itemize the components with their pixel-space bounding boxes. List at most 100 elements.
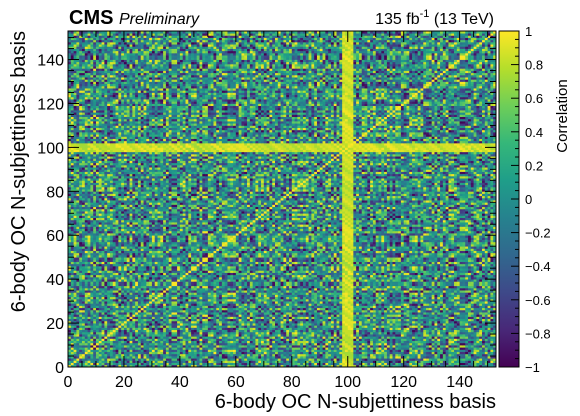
heatmap-cell [202,332,205,335]
heatmap-cell [102,306,105,309]
heatmap-cell [401,316,404,319]
heatmap-cell [213,363,216,366]
heatmap-cell [353,363,356,366]
heatmap-cell [102,358,105,361]
heatmap-cell [381,321,384,324]
heatmap-cell [82,295,85,298]
heatmap-cell [160,312,163,315]
heatmap-cell [222,306,225,309]
heatmap-cell [236,319,239,322]
heatmap-cell [149,295,152,298]
heatmap-cell [269,356,272,359]
heatmap-cell [460,297,463,300]
heatmap-cell [328,299,331,302]
heatmap-cell [155,343,158,346]
heatmap-cell [250,295,253,298]
heatmap-cell [320,349,323,352]
heatmap-cell [387,336,390,339]
heatmap-cell [244,356,247,359]
heatmap-cell [180,347,183,350]
heatmap-cell [253,325,256,328]
heatmap-cell [74,349,77,352]
heatmap-cell [216,360,219,363]
heatmap-cell [90,330,93,333]
heatmap-cell [155,349,158,352]
heatmap-cell [404,306,407,309]
heatmap-cell [174,325,177,328]
heatmap-cell [152,319,155,322]
heatmap-cell [390,316,393,319]
heatmap-cell [323,330,326,333]
heatmap-cell [446,332,449,335]
heatmap-cell [141,349,144,352]
heatmap-cell [356,327,359,330]
heatmap-cell [278,332,281,335]
heatmap-cell [278,334,281,337]
heatmap-cell [236,345,239,348]
heatmap-cell [325,347,328,350]
heatmap-cell [225,314,228,317]
heatmap-cell [356,330,359,333]
heatmap-cell [110,336,113,339]
heatmap-cell [465,303,468,306]
heatmap-cell [253,310,256,313]
heatmap-cell [365,299,368,302]
heatmap-cell [132,323,135,326]
heatmap-cell [90,363,93,366]
heatmap-cell [172,327,175,330]
heatmap-cell [155,301,158,304]
heatmap-cell [376,319,379,322]
heatmap-cell [395,354,398,357]
heatmap-cell [138,316,141,319]
heatmap-cell [325,323,328,326]
heatmap-cell [351,303,354,306]
heatmap-cell [482,349,485,352]
heatmap-cell [261,301,264,304]
heatmap-cell [429,336,432,339]
heatmap-cell [281,303,284,306]
heatmap-cell [342,323,345,326]
heatmap-cell [468,297,471,300]
heatmap-cell [255,336,258,339]
heatmap-cell [135,349,138,352]
heatmap-cell [362,330,365,333]
heatmap-cell [85,334,88,337]
heatmap-cell [255,297,258,300]
heatmap-cell [135,358,138,361]
heatmap-cell [110,356,113,359]
heatmap-cell [325,338,328,341]
heatmap-cell [255,356,258,359]
heatmap-cell [348,310,351,313]
heatmap-cell [348,306,351,309]
heatmap-cell [247,334,250,337]
heatmap-cell [381,363,384,366]
heatmap-cell [79,312,82,315]
heatmap-cell [247,354,250,357]
heatmap-cell [241,358,244,361]
heatmap-cell [194,332,197,335]
heatmap-cell [93,299,96,302]
heatmap-cell [454,319,457,322]
heatmap-cell [82,356,85,359]
heatmap-cell [191,356,194,359]
heatmap-cell [253,352,256,355]
heatmap-cell [146,330,149,333]
heatmap-cell [239,327,242,330]
heatmap-cell [387,299,390,302]
heatmap-cell [404,303,407,306]
heatmap-cell [172,299,175,302]
heatmap-cell [482,336,485,339]
heatmap-cell [283,332,286,335]
heatmap-cell [264,332,267,335]
heatmap-cell [420,325,423,328]
heatmap-cell [180,314,183,317]
heatmap-cell [166,356,169,359]
heatmap-cell [275,297,278,300]
heatmap-cell [82,336,85,339]
heatmap-cell [244,345,247,348]
heatmap-cell [328,325,331,328]
heatmap-cell [180,312,183,315]
heatmap-cell [227,297,230,300]
heatmap-cell [406,354,409,357]
heatmap-cell [135,321,138,324]
